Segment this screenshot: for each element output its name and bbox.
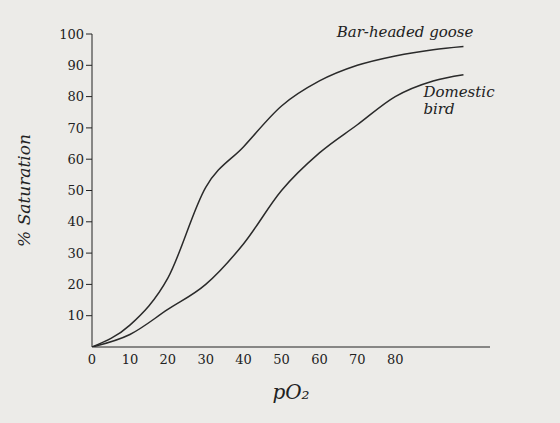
svg-text:40: 40 — [67, 214, 84, 229]
svg-text:70: 70 — [349, 352, 366, 367]
svg-text:20: 20 — [160, 352, 177, 367]
svg-text:80: 80 — [387, 352, 404, 367]
svg-text:60: 60 — [311, 352, 328, 367]
svg-text:80: 80 — [67, 89, 84, 104]
svg-text:10: 10 — [67, 308, 84, 323]
svg-text:10: 10 — [122, 352, 139, 367]
svg-text:pO₂: pO₂ — [272, 380, 309, 404]
svg-text:Domesticbird: Domesticbird — [422, 83, 495, 118]
svg-text:60: 60 — [67, 152, 84, 167]
svg-text:70: 70 — [67, 121, 84, 136]
svg-text:% Saturation: % Saturation — [14, 134, 34, 247]
svg-text:0: 0 — [88, 352, 96, 367]
svg-text:50: 50 — [67, 183, 84, 198]
svg-text:30: 30 — [197, 352, 214, 367]
svg-text:30: 30 — [67, 246, 84, 261]
svg-text:40: 40 — [235, 352, 252, 367]
svg-text:Bar-headed goose: Bar-headed goose — [336, 23, 474, 41]
svg-text:100: 100 — [59, 27, 84, 42]
svg-text:20: 20 — [67, 277, 84, 292]
svg-text:50: 50 — [273, 352, 290, 367]
svg-text:90: 90 — [67, 58, 84, 73]
